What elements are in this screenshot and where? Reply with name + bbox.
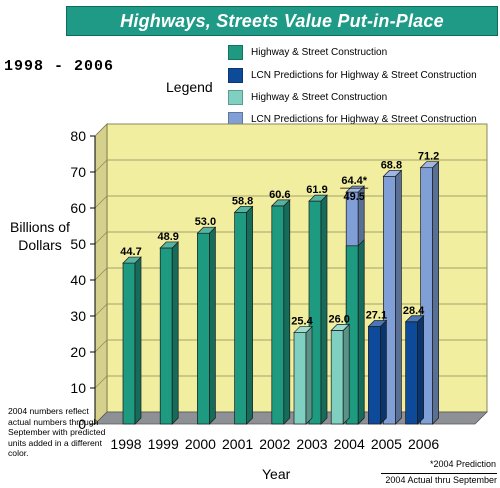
bar-2003-highway-light-top xyxy=(293,326,313,333)
bar-2003-highway-light-side xyxy=(305,325,313,425)
bar-2004-actual-side xyxy=(357,238,365,425)
data-label-2005-lcn: 68.8 xyxy=(381,159,402,171)
x-tick-label: 2006 xyxy=(408,436,439,452)
data-label-2001: 58.8 xyxy=(232,195,253,207)
legend-swatch xyxy=(228,90,243,105)
data-label-1999: 48.9 xyxy=(157,231,178,243)
legend-item-highway-light: Highway & Street Construction xyxy=(228,90,387,105)
data-label-2003-light: 25.4 xyxy=(291,316,313,328)
x-tick-label: 2000 xyxy=(185,436,216,452)
prediction-note: *2004 Prediction xyxy=(429,459,496,469)
x-axis-label: Year xyxy=(262,466,291,482)
y-tick-label: 0 xyxy=(78,416,86,432)
x-tick-label: 2004 xyxy=(334,436,365,452)
y-axis-label: Billions of Dollars xyxy=(10,219,70,253)
bar-1998-highway-side xyxy=(134,256,142,425)
legend-label: Highway & Street Construction xyxy=(251,47,388,58)
legend-label: Highway & Street Construction xyxy=(251,92,388,103)
bar-2003-highway-light xyxy=(293,332,307,425)
footnote-2004: 2004 numbers reflect actual numbers thro… xyxy=(8,406,106,459)
bar-1999-highway-top xyxy=(159,241,180,249)
x-tick-label: 2005 xyxy=(371,436,402,452)
bar-2006-lcn-prediction-top xyxy=(404,315,425,323)
bar-2000-highway xyxy=(197,232,210,425)
x-tick-label: 1999 xyxy=(148,436,179,452)
data-label-2003: 61.9 xyxy=(306,184,327,196)
bar-2002-highway-side xyxy=(283,198,291,425)
actual-note: 2004 Actual thru September xyxy=(381,473,497,485)
x-tick-label: 2001 xyxy=(222,436,253,452)
chart-title: Highways, Streets Value Put-in-Place xyxy=(120,10,444,31)
bar-2001-highway-top xyxy=(233,205,254,213)
bar-2002-highway-top xyxy=(270,199,291,207)
bar-2005-lcn-prediction-light-top xyxy=(382,169,403,177)
bar-2004-highway-light xyxy=(330,330,344,425)
x-tick-label: 2002 xyxy=(259,436,290,452)
data-label-2006-lcn: 71.2 xyxy=(418,151,439,163)
bar-1998-highway xyxy=(122,262,136,425)
legend-label: LCN Predictions for Highway & Street Con… xyxy=(251,70,477,81)
y-tick-label: 20 xyxy=(70,344,86,360)
bar-2003-highway-side xyxy=(320,194,328,425)
y-tick-label: 40 xyxy=(70,272,86,288)
y-tick-label: 10 xyxy=(70,380,86,396)
bar-2005-lcn-prediction xyxy=(368,326,381,425)
y-tick-label: 60 xyxy=(70,200,86,216)
legend-swatch xyxy=(228,68,243,83)
bar-2004-highway-light-top xyxy=(330,324,351,331)
bar-2000-highway-side xyxy=(209,226,216,425)
data-label-2004-lcn: 64.4* xyxy=(341,175,367,187)
legend-item-highway: Highway & Street Construction xyxy=(228,45,387,60)
bar-1999-highway xyxy=(159,247,173,425)
bar-2002-highway xyxy=(271,205,285,425)
y-tick-label: 70 xyxy=(70,164,86,180)
y-tick-label: 50 xyxy=(70,236,86,252)
legend-swatch xyxy=(228,45,243,60)
bar-1999-highway-side xyxy=(171,241,179,425)
data-label-2005-prediction: 27.1 xyxy=(366,309,387,321)
bar-2005-lcn-prediction-side xyxy=(380,319,387,425)
data-label-2002: 60.6 xyxy=(269,189,290,201)
bar-2004-highway-light-side xyxy=(342,323,350,425)
title-banner: Highways, Streets Value Put-in-Place xyxy=(66,6,498,36)
legend-label: LCN Predictions for Highway & Street Con… xyxy=(251,114,477,125)
gridline xyxy=(94,123,487,137)
x-tick-label: 2003 xyxy=(296,436,327,452)
bar-2006-lcn-prediction-light-top xyxy=(419,161,440,169)
x-tick-label: 1998 xyxy=(110,436,141,452)
data-label-2004-actual: 49.5 xyxy=(343,191,364,203)
bar-2000-highway-top xyxy=(196,226,217,234)
bar-2001-highway-side xyxy=(246,205,253,425)
data-label-2006-prediction: 28.4 xyxy=(403,305,425,317)
gridline xyxy=(94,159,487,173)
y-tick-label: 80 xyxy=(70,128,86,144)
bar-2001-highway xyxy=(234,211,247,425)
bar-2005-lcn-prediction-top xyxy=(367,320,388,327)
bar-2006-lcn-prediction-side xyxy=(417,314,424,425)
legend-item-lcn-prediction: LCN Predictions for Highway & Street Con… xyxy=(228,68,477,83)
y-tick-label: 30 xyxy=(70,308,86,324)
data-label-1998: 44.7 xyxy=(120,246,141,258)
bar-1998-highway-top xyxy=(122,256,142,264)
bar-2005-lcn-prediction-light-side xyxy=(395,169,402,425)
data-label-2000: 53.0 xyxy=(195,216,216,228)
legend-title: Legend xyxy=(166,79,213,95)
bar-2006-lcn-prediction xyxy=(405,321,418,425)
year-range: 1998 - 2006 xyxy=(4,58,115,75)
bar-2003-highway-top xyxy=(308,194,328,202)
bar-2006-lcn-prediction-light-side xyxy=(432,160,439,425)
data-label-2004-light: 26.0 xyxy=(328,313,349,325)
